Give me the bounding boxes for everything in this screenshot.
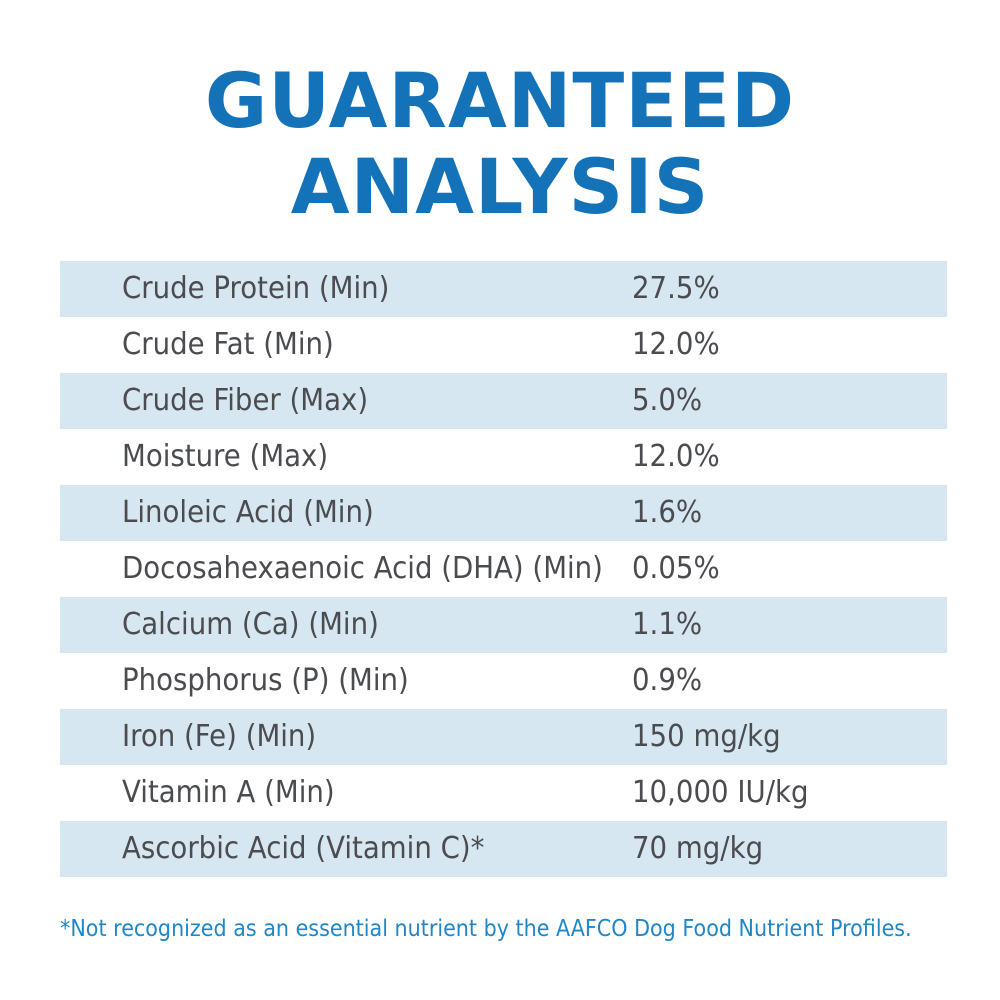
table-row: Iron (Fe) (Min) 150 mg/kg xyxy=(60,709,947,765)
nutrient-name: Linoleic Acid (Min) xyxy=(122,495,374,530)
table-row: Vitamin A (Min) 10,000 IU/kg xyxy=(60,765,947,821)
title-line-1: GUARANTEED xyxy=(204,56,796,145)
nutrient-name: Calcium (Ca) (Min) xyxy=(122,607,379,642)
nutrient-value: 12.0% xyxy=(632,327,720,362)
nutrient-value: 150 mg/kg xyxy=(632,719,781,754)
nutrient-name: Vitamin A (Min) xyxy=(122,775,335,810)
nutrient-name: Crude Fat (Min) xyxy=(122,327,334,362)
nutrient-value: 1.1% xyxy=(632,607,703,642)
nutrient-value: 27.5% xyxy=(632,271,720,306)
nutrient-name: Iron (Fe) (Min) xyxy=(122,719,317,754)
nutrient-value: 0.05% xyxy=(632,551,720,586)
table-row: Docosahexaenoic Acid (DHA) (Min) 0.05% xyxy=(60,541,947,597)
table-row: Calcium (Ca) (Min) 1.1% xyxy=(60,597,947,653)
nutrient-name: Crude Fiber (Max) xyxy=(122,383,369,418)
nutrient-value: 70 mg/kg xyxy=(632,831,764,866)
nutrient-name: Crude Protein (Min) xyxy=(122,271,390,306)
nutrient-name: Docosahexaenoic Acid (DHA) (Min) xyxy=(122,551,603,586)
nutrient-name: Phosphorus (P) (Min) xyxy=(122,663,409,698)
nutrient-name: Moisture (Max) xyxy=(122,439,329,474)
table-row: Crude Fat (Min) 12.0% xyxy=(60,317,947,373)
nutrient-value: 10,000 IU/kg xyxy=(632,775,809,810)
nutrient-value: 5.0% xyxy=(632,383,703,418)
nutrient-value: 12.0% xyxy=(632,439,720,474)
nutrient-value: 1.6% xyxy=(632,495,703,530)
title-line-2: ANALYSIS xyxy=(290,142,710,231)
nutrient-name: Ascorbic Acid (Vitamin C)* xyxy=(122,831,485,866)
table-row: Phosphorus (P) (Min) 0.9% xyxy=(60,653,947,709)
table-row: Linoleic Acid (Min) 1.6% xyxy=(60,485,947,541)
nutrient-value: 0.9% xyxy=(632,663,703,698)
footnote: *Not recognized as an essential nutrient… xyxy=(60,914,912,942)
table-row: Crude Fiber (Max) 5.0% xyxy=(60,373,947,429)
analysis-table: Crude Protein (Min) 27.5% Crude Fat (Min… xyxy=(60,261,947,877)
table-row: Ascorbic Acid (Vitamin C)* 70 mg/kg xyxy=(60,821,947,877)
table-row: Crude Protein (Min) 27.5% xyxy=(60,261,947,317)
page-title: GUARANTEED ANALYSIS xyxy=(0,58,1000,230)
table-row: Moisture (Max) 12.0% xyxy=(60,429,947,485)
